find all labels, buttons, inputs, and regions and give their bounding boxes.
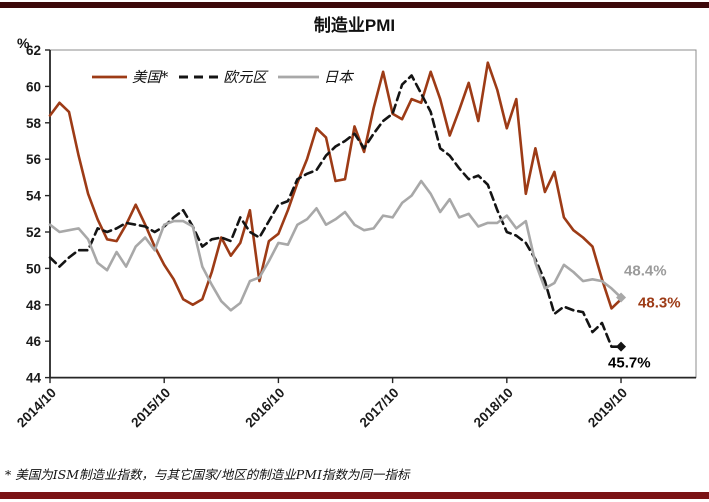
y-tick-label: 50 bbox=[26, 261, 41, 276]
x-tick-label: 2014/10 bbox=[14, 385, 59, 430]
series-line-0 bbox=[48, 61, 623, 310]
eurozone-line-swatch bbox=[179, 75, 219, 78]
chart-title: 制造业PMI bbox=[313, 16, 396, 35]
y-tick-label: 44 bbox=[26, 371, 42, 386]
x-tick-label: 2017/10 bbox=[357, 385, 402, 430]
legend-label-us: 美国* bbox=[132, 70, 169, 86]
value-annotation: 45.7% bbox=[608, 355, 651, 372]
legend-label-japan: 日本 bbox=[323, 70, 353, 86]
series-line-1 bbox=[48, 74, 623, 349]
y-axis-unit-label: % bbox=[17, 35, 30, 51]
x-tick-label: 2018/10 bbox=[471, 385, 516, 430]
y-tick-label: 52 bbox=[26, 225, 41, 240]
legend-label-eurozone: 欧元区 bbox=[223, 70, 267, 86]
y-tick-label: 56 bbox=[26, 152, 42, 167]
series-end-marker-1 bbox=[616, 341, 627, 352]
series-end-marker-2 bbox=[616, 292, 627, 303]
chart-legend: 美国* 欧元区 日本 bbox=[91, 66, 363, 87]
y-tick-label: 58 bbox=[26, 116, 42, 131]
y-tick-label: 60 bbox=[26, 79, 41, 94]
japan-line-swatch bbox=[277, 75, 319, 78]
y-tick-label: 54 bbox=[26, 189, 42, 204]
plot-frame bbox=[49, 49, 697, 379]
chart-footnote: * 美国为ISM制造业指数，与其它国家/地区的制造业PMI指数为同一指标 bbox=[5, 467, 410, 482]
y-tick-label: 48 bbox=[26, 298, 42, 313]
series-line-2 bbox=[48, 179, 623, 312]
value-annotation: 48.3% bbox=[638, 294, 681, 311]
bottom-accent-bar bbox=[0, 492, 709, 499]
axes-lines bbox=[49, 50, 696, 379]
y-tick-label: 46 bbox=[26, 334, 42, 349]
x-tick-label: 2016/10 bbox=[242, 385, 287, 430]
value-annotation: 48.4% bbox=[624, 263, 667, 280]
x-tick-label: 2019/10 bbox=[585, 385, 630, 430]
x-tick-label: 2015/10 bbox=[128, 385, 173, 430]
top-accent-bar bbox=[0, 2, 709, 8]
us-line-swatch bbox=[92, 75, 127, 78]
y-tick-label: 62 bbox=[26, 43, 41, 58]
